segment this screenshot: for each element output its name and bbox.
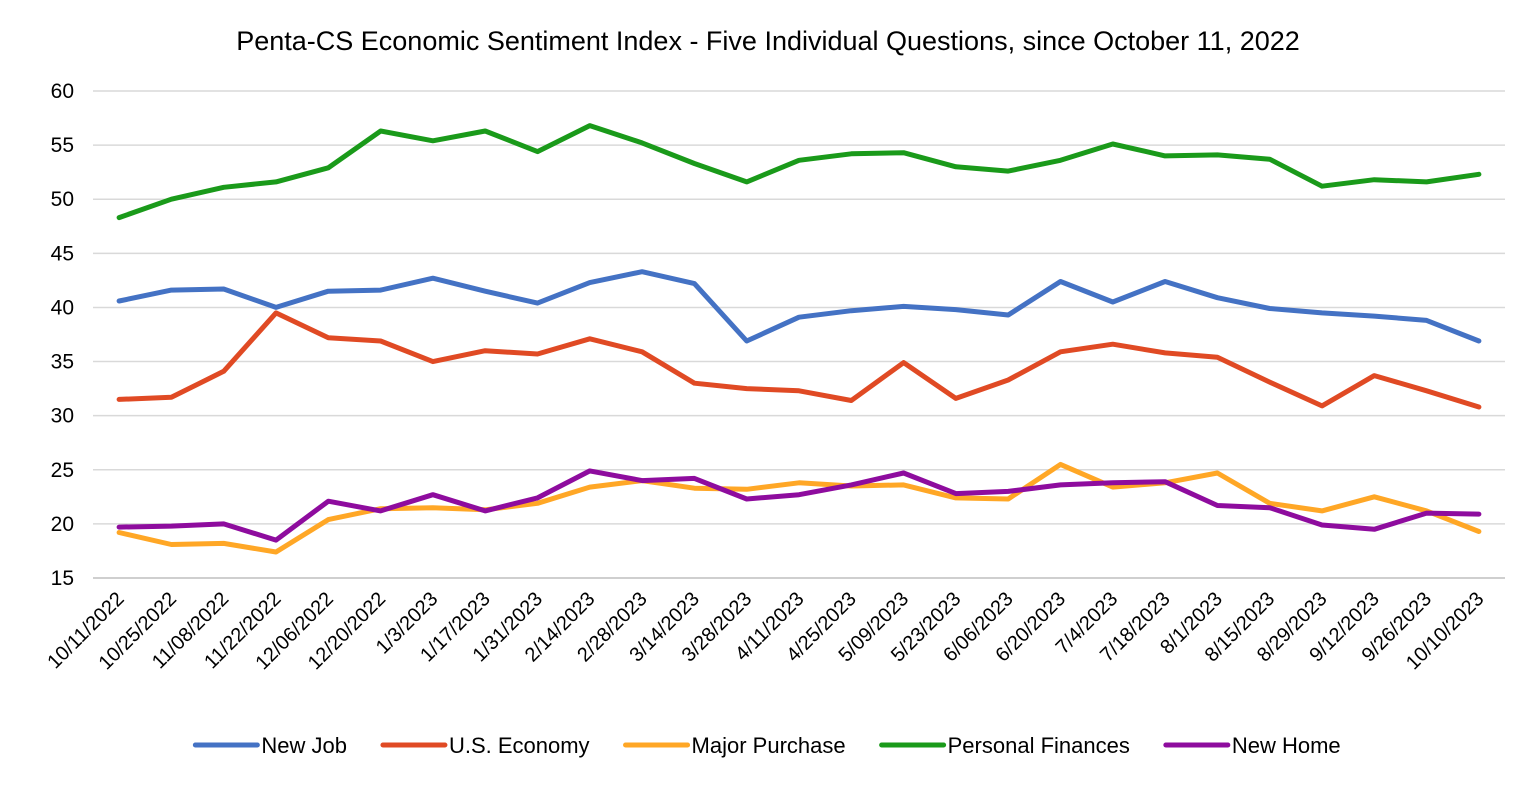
y-tick-label: 60 <box>51 80 74 103</box>
y-tick-label: 55 <box>51 134 74 157</box>
gridlines <box>93 90 1505 579</box>
legend-label: New Job <box>261 733 347 758</box>
y-tick-label: 20 <box>51 513 74 536</box>
y-tick-label: 25 <box>51 459 74 482</box>
y-tick-label: 30 <box>51 405 74 428</box>
series-line-personal-finances <box>116 123 1482 221</box>
series-line-u-s-economy <box>116 310 1482 410</box>
y-tick-label: 35 <box>51 351 74 374</box>
y-axis-ticks: 15 20 25 30 35 40 45 50 55 60 <box>51 80 74 590</box>
chart-title: Penta-CS Economic Sentiment Index - Five… <box>236 26 1300 56</box>
series-lines <box>116 123 1482 555</box>
legend-label: Major Purchase <box>692 733 846 758</box>
y-tick-label: 50 <box>51 188 74 211</box>
x-axis-ticks: 10/11/202210/25/202211/08/202211/22/2022… <box>43 588 1488 674</box>
y-tick-label: 15 <box>51 567 74 590</box>
y-tick-label: 40 <box>51 296 74 319</box>
legend: New Job U.S. Economy Major Purchase Persona… <box>192 733 1341 758</box>
series-line-new-job <box>116 269 1482 344</box>
legend-label: U.S. Economy <box>449 733 590 758</box>
y-tick-label: 45 <box>51 242 74 265</box>
series-line-major-purchase <box>116 461 1482 555</box>
series-line-new-home <box>116 468 1482 543</box>
legend-label: Personal Finances <box>948 733 1130 758</box>
legend-label: New Home <box>1232 733 1341 758</box>
